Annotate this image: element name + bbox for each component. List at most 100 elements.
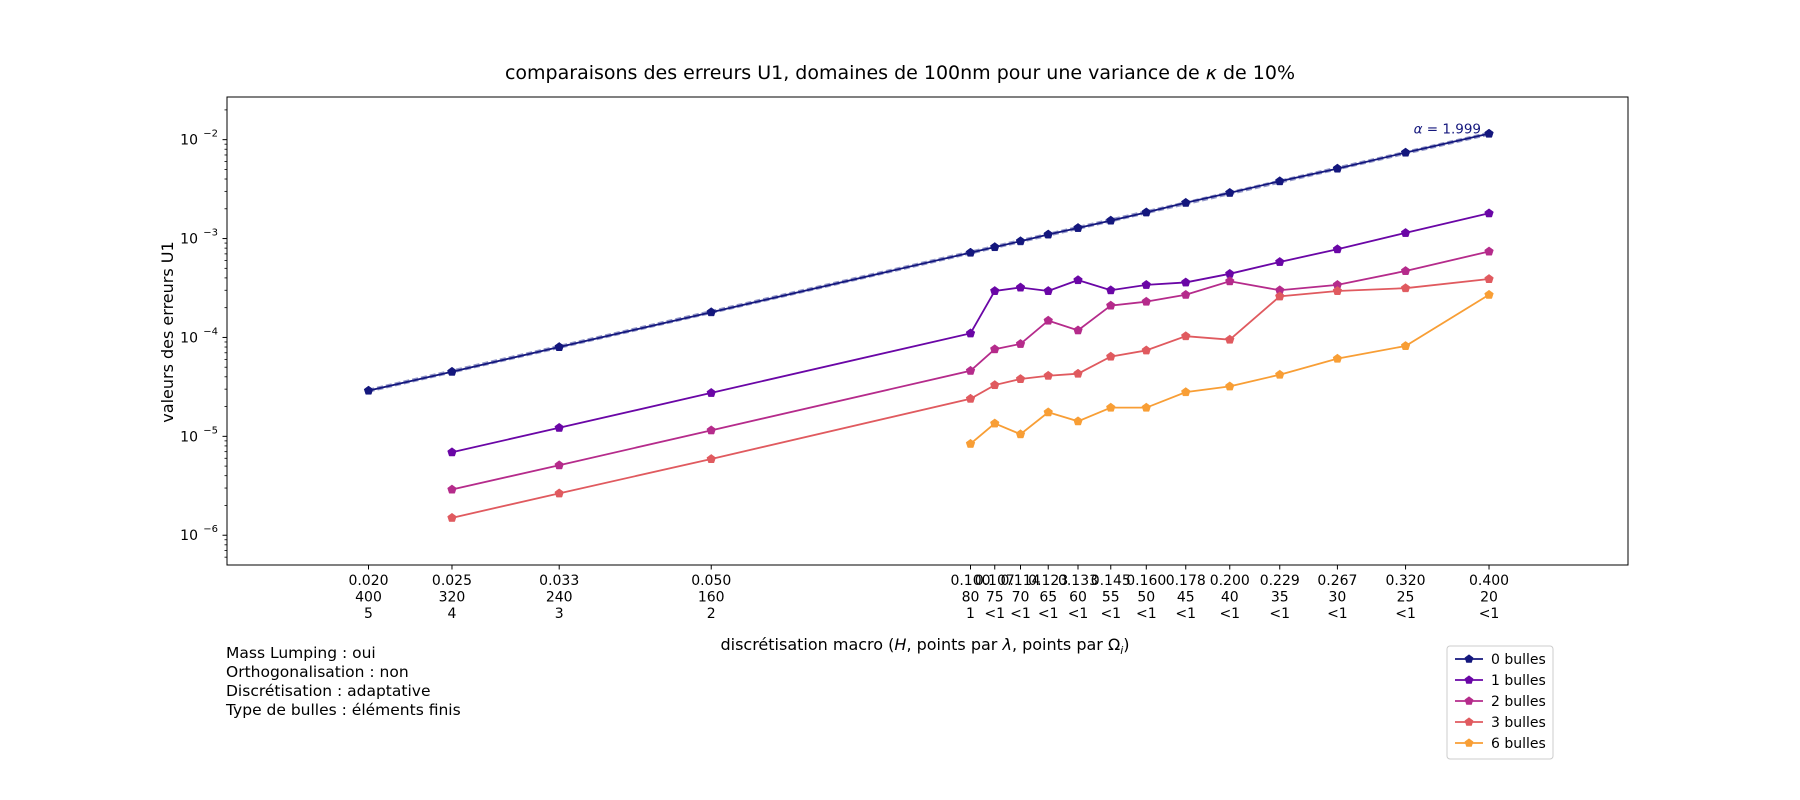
x-tick-label: 0.123 [1028,573,1068,589]
data-point [1181,277,1191,287]
legend-marker [1464,654,1474,663]
x-tick-label: <1 [1100,606,1121,622]
legend-marker [1464,717,1474,726]
series-line [451,278,1490,519]
series-0 [363,128,1494,395]
y-tick-exponent: −6 [203,524,218,535]
legend-marker [1464,696,1474,705]
x-tick-label: 75 [986,590,1004,606]
legend-marker [1464,675,1474,684]
x-tick-label: 0.145 [1091,573,1131,589]
x-tick-label: 0.200 [1210,573,1250,589]
x-tick-label: 65 [1039,590,1057,606]
data-point [1275,291,1285,301]
plot-area [226,96,1629,566]
x-tick-label: <1 [1219,606,1240,622]
y-tick-exponent: −3 [203,228,218,239]
legend-item: 0 bulles [1455,652,1546,668]
chart-title: comparaisons des erreurs U1, domaines de… [505,62,1295,84]
data-point [1332,163,1343,173]
legend-item: 2 bulles [1455,694,1546,710]
data-point [1015,282,1026,292]
data-point [1400,147,1411,157]
data-point [554,460,564,470]
series-line [451,212,1490,454]
data-point [1106,215,1116,225]
data-point [1400,266,1411,275]
data-point [1225,381,1235,391]
x-tick-label: 0.100 [950,573,990,589]
data-point [1073,325,1083,335]
data-point [1043,370,1053,380]
legend-item: 3 bulles [1455,715,1546,731]
data-point [447,512,457,522]
info-discretisation: Discrétisation : adaptative [226,682,430,700]
x-tick-label: 5 [364,606,373,622]
x-axis-label: discrétisation macro (H, points par λ, p… [720,635,1129,657]
data-point [447,366,457,376]
data-point [1332,286,1343,295]
data-point [1106,300,1116,310]
info-bubble-type: Type de bulles : éléments finis [225,701,461,719]
data-point [1015,429,1026,439]
data-point [1484,274,1494,283]
data-point [1015,236,1026,246]
series-1 [447,208,1494,457]
data-point [706,454,716,463]
y-tick-label: 10 [180,528,198,544]
data-point [1484,128,1494,138]
data-point [990,418,1000,428]
data-point [1043,229,1053,239]
x-tick-label: 45 [1177,590,1195,606]
x-tick-label: 320 [439,590,466,606]
x-tick-label: 30 [1328,590,1346,606]
data-point [1400,341,1411,350]
info-orthogonalisation: Orthogonalisation : non [226,663,409,681]
x-tick-label: <1 [1479,606,1500,622]
data-point [1225,334,1235,344]
data-point [1275,176,1285,186]
y-tick-label: 10 [180,330,198,346]
data-point [1106,351,1116,361]
x-axis: 0.02040050.02532040.03324030.05016020.10… [348,565,1509,622]
series-line [451,250,1490,491]
series-4 [965,289,1494,448]
data-point [1275,369,1285,379]
x-tick-label: 0.114 [1000,573,1040,589]
legend-box [1446,645,1554,760]
data-point [1015,374,1026,383]
x-tick-label: 0.400 [1469,573,1509,589]
data-point [965,328,976,338]
y-tick-label: 10 [180,133,198,149]
data-point [1141,402,1151,412]
data-point [1015,339,1026,348]
x-tick-label: <1 [1327,606,1348,622]
legend-label: 3 bulles [1491,715,1546,731]
x-tick-label: 60 [1069,590,1087,606]
y-axis-label: valeurs des erreurs U1 [158,241,177,422]
data-point [1141,345,1151,355]
y-tick-exponent: −4 [203,326,218,337]
x-tick-label: 0.133 [1058,573,1098,589]
data-point [990,344,1000,354]
data-point [1043,286,1053,295]
data-point [1484,289,1494,299]
data-point [1181,289,1191,299]
info-block: Mass Lumping : oui Orthogonalisation : n… [225,644,461,719]
data-point [1181,197,1191,207]
x-tick-label: 0.033 [539,573,579,589]
data-point [1332,244,1343,254]
legend-marker [1464,738,1474,747]
data-point [990,286,1000,295]
data-point [1484,246,1494,256]
series-2 [447,246,1494,494]
info-mass-lumping: Mass Lumping : oui [226,644,376,662]
x-tick-label: 20 [1480,590,1498,606]
series-3 [447,274,1494,522]
data-point [447,447,457,457]
x-tick-label: 240 [546,590,573,606]
data-point [965,247,976,257]
data-point [1400,228,1411,237]
x-tick-label: 80 [962,590,980,606]
